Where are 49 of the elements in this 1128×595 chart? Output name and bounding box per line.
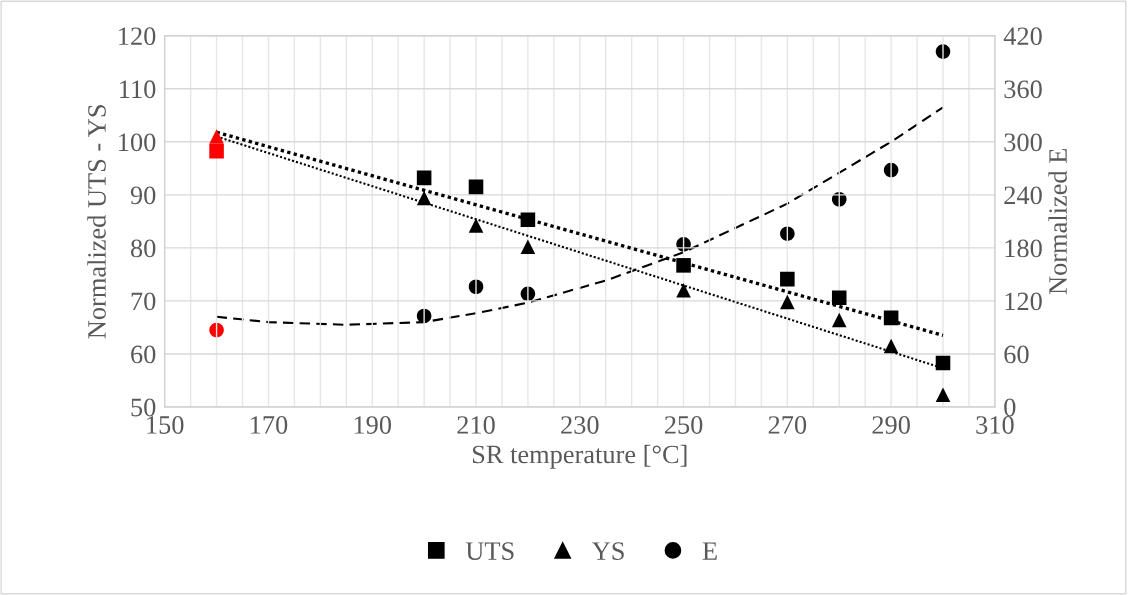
y2-tick-label: 240 bbox=[1004, 186, 1042, 205]
y-tick-label: 120 bbox=[119, 27, 156, 46]
point bbox=[935, 387, 951, 403]
point bbox=[468, 179, 484, 195]
y-axis-title: Normalized UTS - YS bbox=[87, 105, 106, 339]
point bbox=[883, 338, 899, 354]
point bbox=[416, 190, 432, 206]
y2-tick-label: 420 bbox=[1003, 27, 1042, 46]
y2-tick-label: 360 bbox=[1004, 80, 1042, 99]
point bbox=[780, 271, 795, 287]
y2-tick-label: 60 bbox=[1004, 345, 1029, 364]
x-tick-label: 290 bbox=[872, 416, 910, 434]
y-tick-label: 100 bbox=[119, 133, 156, 152]
point bbox=[209, 144, 224, 159]
y2-tick-label: 120 bbox=[1005, 292, 1042, 311]
legend-label: UTS bbox=[465, 542, 514, 560]
point bbox=[883, 310, 899, 326]
point bbox=[209, 129, 224, 144]
point bbox=[468, 218, 484, 233]
y-tick-label: 80 bbox=[130, 239, 156, 258]
y-tick-label: 50 bbox=[131, 398, 156, 417]
y2-tick-label: 180 bbox=[1005, 239, 1042, 258]
point bbox=[780, 294, 795, 310]
point bbox=[935, 355, 951, 371]
x-tick-label: 170 bbox=[250, 416, 288, 434]
y-tick-label: 60 bbox=[131, 345, 156, 364]
x-tick-label: 210 bbox=[457, 416, 495, 434]
legend-label: YS bbox=[592, 542, 624, 560]
point bbox=[416, 170, 432, 186]
point bbox=[676, 258, 691, 273]
y-tick-label: 110 bbox=[120, 80, 156, 99]
y-tick-label: 90 bbox=[130, 186, 156, 205]
x-tick-label: 270 bbox=[768, 416, 807, 434]
point bbox=[831, 290, 847, 305]
point bbox=[520, 212, 536, 228]
y2-axis-title: Normalized E bbox=[1048, 149, 1067, 295]
x-tick-label: 190 bbox=[354, 416, 392, 434]
legend-label: E bbox=[702, 542, 717, 560]
x-tick-label: 230 bbox=[561, 416, 599, 434]
x-tick-label: 150 bbox=[147, 416, 184, 434]
point bbox=[520, 239, 536, 255]
x-tick-label: 250 bbox=[664, 416, 703, 434]
point bbox=[676, 283, 691, 298]
y-tick-label: 70 bbox=[131, 292, 156, 311]
x-tick-label: 310 bbox=[976, 416, 1014, 434]
x-axis-title: SR temperature [°C] bbox=[472, 444, 687, 469]
point bbox=[831, 312, 847, 328]
y2-tick-label: 300 bbox=[1004, 133, 1042, 152]
y2-tick-label: 0 bbox=[1004, 398, 1016, 417]
